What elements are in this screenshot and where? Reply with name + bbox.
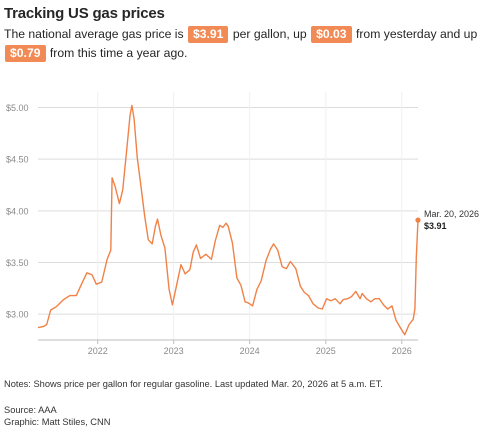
grid-layer [38, 92, 418, 340]
y-tick-label: $4.00 [6, 206, 29, 216]
latest-price-point [415, 217, 421, 223]
y-tick-label: $3.00 [6, 310, 29, 320]
chart-notes: Notes: Shows price per gallon for regula… [4, 379, 383, 389]
yearly-change-badge: $0.79 [5, 45, 46, 62]
chart-credits: Source: AAA Graphic: Matt Stiles, CNN [4, 404, 110, 428]
subtitle-text-1: The national average gas price is [4, 27, 184, 41]
subtitle-text-2: per gallon, up [232, 27, 307, 41]
x-tick-label: 2022 [88, 346, 108, 356]
x-tick-label: 2024 [240, 346, 260, 356]
x-tick-label: 2025 [316, 346, 336, 356]
current-price-badge: $3.91 [187, 26, 229, 43]
y-tick-label: $4.50 [6, 155, 29, 165]
x-tick-label: 2026 [392, 346, 412, 356]
y-tick-label: $3.50 [6, 258, 29, 268]
chart-title: Tracking US gas prices [4, 5, 165, 22]
source-credit: Source: AAA [4, 405, 57, 415]
series-layer [37, 104, 421, 336]
chart-subtitle: The national average gas price is $3.91 … [4, 25, 488, 63]
daily-change-badge: $0.03 [311, 26, 352, 43]
y-tick-label: $5.00 [6, 103, 29, 113]
gas-price-chart: $3.00 $3.50 $4.00 $4.50 $5.00 2022 2023 2024 202… [6, 92, 479, 356]
gas-price-line [37, 104, 419, 336]
subtitle-text-3: from yesterday and up [355, 27, 478, 41]
latest-price-label: $3.91 [424, 221, 447, 231]
axis-layer: $3.00 $3.50 $4.00 $4.50 $5.00 2022 2023 2024 202… [6, 103, 418, 356]
subtitle-text-4: from this time a year ago. [49, 46, 188, 60]
x-tick-label: 2023 [164, 346, 184, 356]
annotation-layer: Mar. 20, 2026 $3.91 [424, 209, 479, 231]
graphic-credit: Graphic: Matt Stiles, CNN [4, 417, 111, 427]
latest-date-label: Mar. 20, 2026 [424, 209, 479, 219]
